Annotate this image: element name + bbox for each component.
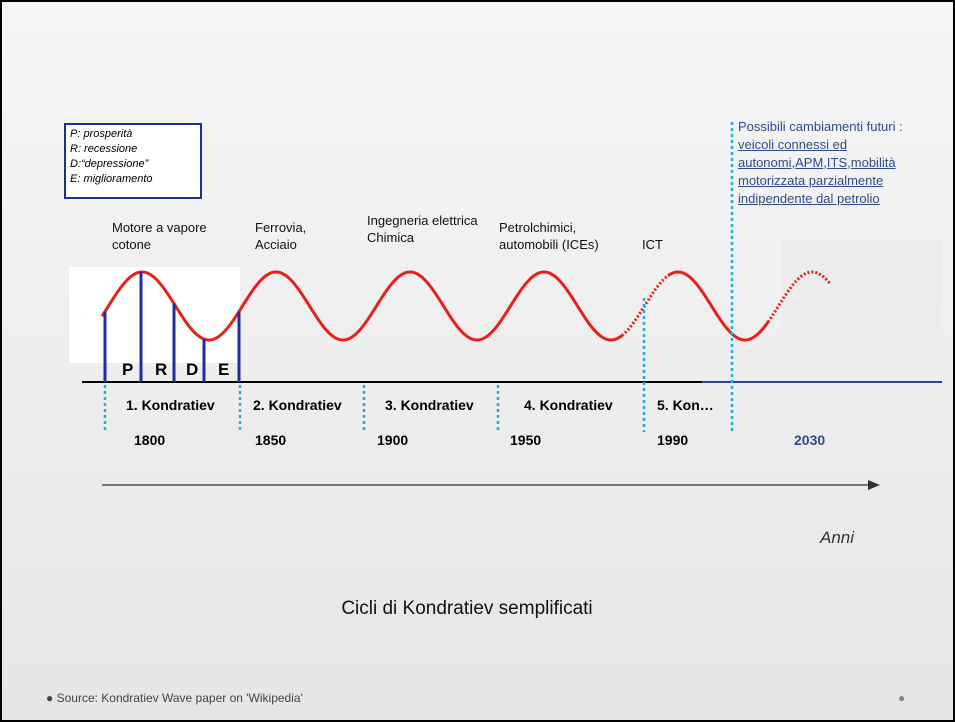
link[interactable]: veicoli connessi ed autonomi [738,137,848,170]
caption: Cicli di Kondratiev semplificati [341,598,593,619]
year: 1900 [377,432,409,448]
technology-line: ICT [642,237,663,252]
cycle-label: 4. Kondratiev [524,397,613,413]
separator: , [823,155,827,170]
cycle-label: 5. Kon… [657,397,714,413]
technology: ICT [642,236,663,253]
wave [100,270,623,342]
phase-letter: R [155,360,168,379]
technology-line: Petrolchimici, [499,220,577,235]
arrow-head [868,480,880,490]
technology: Motore a vapore cotone [112,219,207,253]
cycle-label: 3. Kondratiev [385,397,474,413]
footer: ● Source: Kondratiev Wave paper on 'Wiki… [46,691,303,705]
legend: P: prosperità R: recessione D:“depressione… [64,123,202,199]
technology-line: cotone [112,237,152,252]
technology-line: Acciaio [255,237,297,252]
wave [621,274,669,337]
link[interactable]: mobilità motorizzata parzialmente indipe… [738,155,896,206]
legend-item: D:“depressione” [70,158,149,170]
technology-line: Motore a vapore [112,220,207,235]
link[interactable]: ITS [826,155,848,170]
cycle-label: 2. Kondratiev [253,397,342,413]
cycle-label: 1. Kondratiev [126,397,215,413]
legend-item: E: miglioramento [70,173,153,185]
backdrop [782,240,942,375]
year: 2030 [794,432,826,448]
technology-line: automobili (ICEs) [499,237,599,252]
technology: Petrolchimici, automobili (ICEs) [499,219,599,253]
technology-line: Chimica [367,230,414,245]
year: 1950 [510,432,542,448]
year: 1850 [255,432,287,448]
bullet: ● [898,691,906,705]
legend-item: R: recessione [70,143,138,155]
link[interactable]: APM [795,155,824,170]
technology: Ferrovia, Acciaio [255,219,306,253]
technology: Ingegneria elettrica Chimica [367,212,478,246]
wave [667,270,770,342]
technology-line: Ferrovia, [255,220,307,235]
wave [766,270,832,323]
footer-text: Source: Kondratiev Wave paper on 'Wikipe… [56,691,303,705]
year: 1800 [134,432,166,448]
phase-letter: P [122,360,134,379]
legend-item: P: prosperità [70,128,133,140]
future-box: Possibili cambiamenti futuri : veicoli co… [738,118,952,208]
separator: , [847,155,851,170]
separator: , [791,155,796,170]
backdrop [69,267,240,363]
phase-letter: D [186,360,199,379]
phase-letter: E [218,360,230,379]
technology-line: Ingegneria elettrica [367,213,478,228]
future-heading: Possibili cambiamenti futuri : [738,119,903,134]
axis-label: Anni [820,528,855,547]
year: 1990 [657,432,689,448]
